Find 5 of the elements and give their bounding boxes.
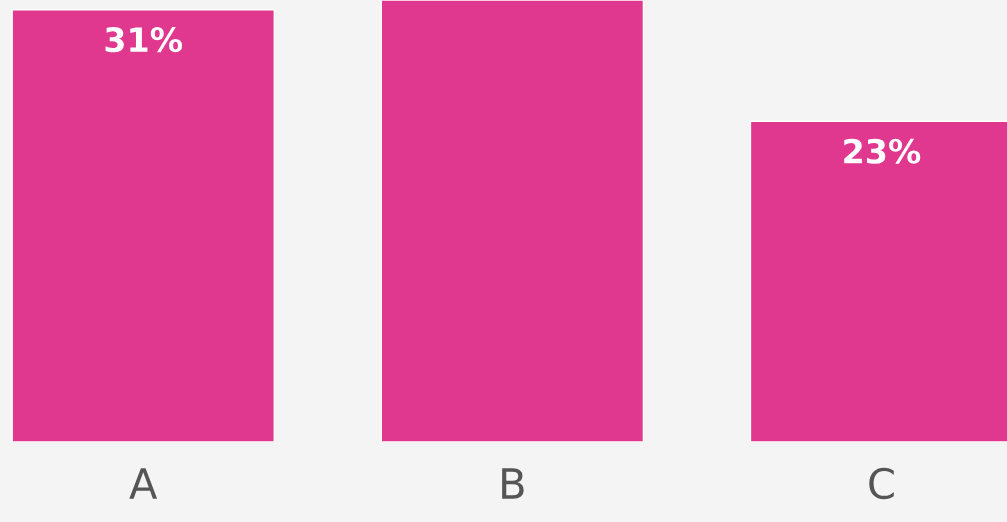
data-label: 31% <box>105 27 183 53</box>
x-tick-label: C <box>869 467 894 500</box>
x-tick-label: A <box>129 468 158 499</box>
x-tick-label: B <box>502 468 524 499</box>
data-label: 23% <box>844 138 921 164</box>
